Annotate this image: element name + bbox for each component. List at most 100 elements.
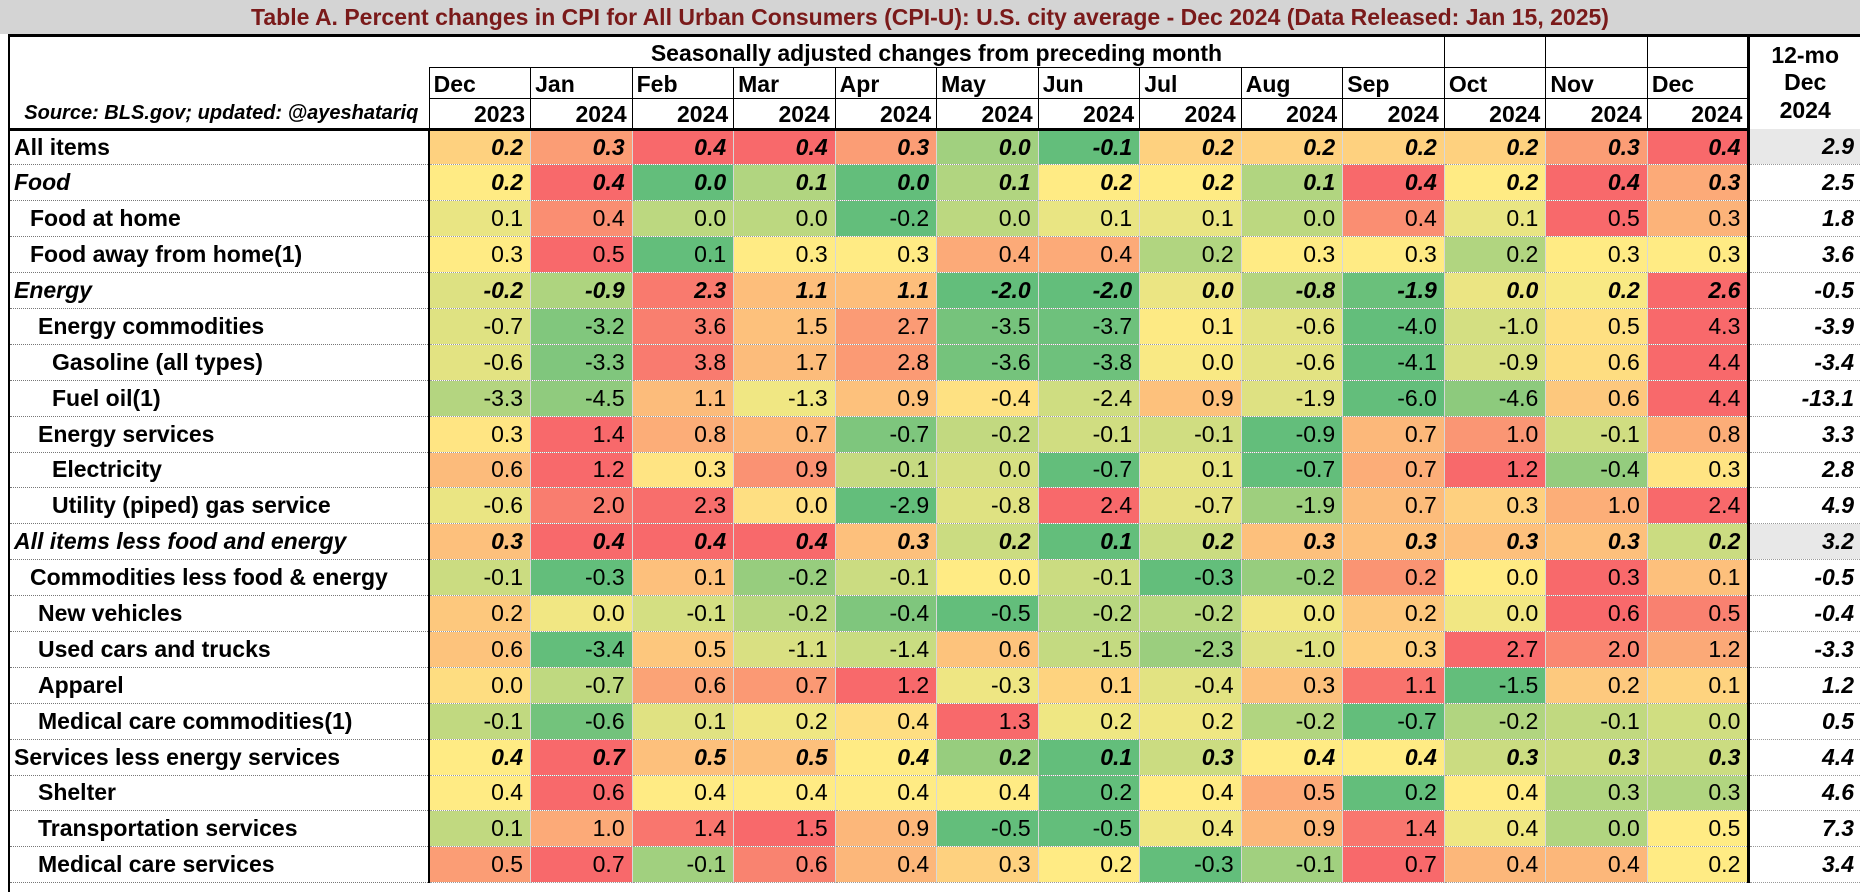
table-row: Medical care services 0.5 0.7 -0.1 0.6 0.4 0.3… [10,846,1860,884]
row-label: Energy [10,272,431,309]
value-cell: -0.1 [1037,416,1140,453]
value-cell: -3.8 [1037,344,1140,381]
value-cell: -1.3 [733,380,836,417]
value-cell: 0.2 [1545,667,1648,704]
header-12mo-line2: Dec [1784,69,1827,96]
year-header: 2024 [733,97,836,131]
value-cell: -3.5 [936,308,1039,345]
value-cell: -4.6 [1443,380,1546,417]
value-cell: -3.3 [428,380,531,417]
table-row: Utility (piped) gas service -0.6 2.0 2.3 0.0… [10,487,1860,525]
value-cell: 0.5 [428,846,531,884]
value-cell: -0.3 [1139,559,1242,597]
row-label: Used cars and trucks [10,631,431,668]
value-cell: 0.1 [1443,200,1546,238]
row-label: Food [10,164,431,202]
value-cell: 0.8 [631,416,734,453]
month-header: Jun [1037,66,1140,98]
value-cell: 0.5 [631,631,734,668]
value-cell: 3.6 [631,308,734,345]
value-cell: 0.4 [1342,739,1445,776]
year-header: 2024 [1646,97,1749,131]
value-cell: -2.0 [1037,272,1140,309]
year-header: 2024 [631,97,734,131]
year-header: 2024 [1443,97,1546,131]
yoy-cell: 2.8 [1747,452,1860,489]
value-cell: 0.4 [1545,846,1648,884]
month-header: Jan [530,66,633,98]
value-cell: -0.8 [936,487,1039,525]
row-label: Energy commodities [10,308,431,345]
value-cell: 0.4 [1037,236,1140,274]
table-row: Apparel 0.0 -0.7 0.6 0.7 1.2 -0.3 0.1 -0.4 0.3 1.1… [10,667,1860,704]
value-cell: -0.1 [631,846,734,884]
value-cell: 0.0 [530,595,633,632]
value-cell: 1.0 [530,810,633,848]
yoy-cell: 7.3 [1747,810,1860,848]
value-cell: 0.3 [1443,523,1546,561]
value-cell: 0.7 [733,667,836,704]
value-cell: 0.1 [428,810,531,848]
value-cell: 0.4 [1443,846,1546,884]
year-header: 2024 [530,97,633,131]
table-row: Fuel oil(1) -3.3 -4.5 1.1 -1.3 0.9 -0.4 -2.4 0.9… [10,380,1860,417]
value-cell: 0.3 [1545,775,1648,812]
value-cell: 0.3 [1545,129,1648,166]
value-cell: -0.1 [1240,846,1343,884]
value-cell: -0.2 [936,416,1039,453]
value-cell: 0.0 [428,667,531,704]
value-cell: -3.2 [530,308,633,345]
value-cell: 1.2 [530,452,633,489]
value-cell: 0.3 [1240,236,1343,274]
value-cell: 0.1 [631,559,734,597]
value-cell: -3.3 [530,344,633,381]
value-cell: 2.0 [1545,631,1648,668]
value-cell: -0.2 [733,595,836,632]
year-header: 2024 [834,97,937,131]
value-cell: 0.2 [936,523,1039,561]
value-cell: 0.7 [1342,416,1445,453]
value-cell: 1.1 [1342,667,1445,704]
value-cell: 0.2 [1342,595,1445,632]
value-cell: 0.4 [834,703,937,740]
year-header: 2024 [1545,97,1648,131]
value-cell: 2.3 [631,272,734,309]
value-cell: 0.2 [1443,236,1546,274]
value-cell: 1.2 [1443,452,1546,489]
value-cell: 0.0 [733,487,836,525]
value-cell: 0.0 [1443,272,1546,309]
value-cell: 0.5 [530,236,633,274]
month-header: Dec [428,66,531,98]
value-cell: 1.1 [733,272,836,309]
table-title: Table A. Percent changes in CPI for All … [0,0,1860,34]
value-cell: 0.3 [1545,739,1648,776]
value-cell: 0.3 [1342,523,1445,561]
year-header: 2024 [1037,97,1140,131]
value-cell: 0.4 [631,523,734,561]
value-cell: 0.4 [631,129,734,166]
value-cell: -1.0 [1240,631,1343,668]
value-cell: -1.5 [1443,667,1546,704]
value-cell: -0.1 [631,595,734,632]
value-cell: -0.1 [834,559,937,597]
value-cell: -0.5 [1037,810,1140,848]
value-cell: 1.2 [1646,631,1749,668]
value-cell: 1.0 [1545,487,1648,525]
value-cell: -0.7 [834,416,937,453]
row-label: Shelter [10,775,431,812]
value-cell: 0.9 [834,380,937,417]
value-cell: -0.1 [1037,129,1140,166]
value-cell: 0.6 [428,452,531,489]
value-cell: 0.3 [428,523,531,561]
value-cell: -3.6 [936,344,1039,381]
value-cell: 0.0 [1240,595,1343,632]
value-cell: 2.8 [834,344,937,381]
value-cell: 0.0 [631,164,734,202]
cpi-table-container: Seasonally adjusted changes from precedi… [8,34,1860,892]
yoy-cell: 3.4 [1747,846,1860,884]
header-12mo-line1: 12-mo [1771,42,1840,69]
value-cell: 0.2 [1037,775,1140,812]
value-cell: 0.4 [834,775,937,812]
value-cell: 0.4 [1342,200,1445,238]
value-cell: 1.1 [834,272,937,309]
